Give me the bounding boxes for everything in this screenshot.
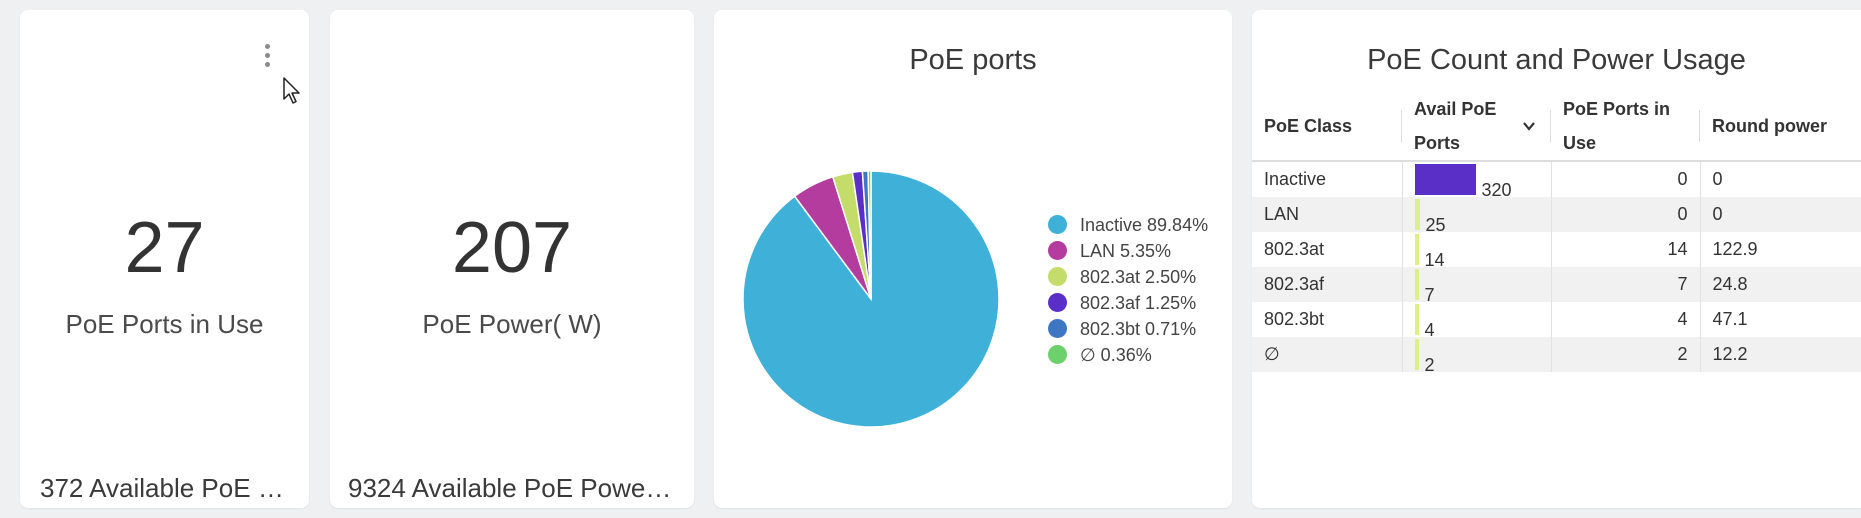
legend-label: 802.3af 1.25%: [1080, 293, 1197, 313]
cell-poe-class: Inactive: [1252, 161, 1403, 197]
legend-swatch: [1048, 215, 1067, 234]
kpi-value: 207: [451, 208, 573, 288]
data-bar: [1414, 269, 1419, 300]
legend-item[interactable]: LAN 5.35%: [1048, 238, 1230, 264]
table-row[interactable]: 802.3af 7 7 24.8: [1252, 267, 1861, 305]
legend-item[interactable]: 802.3bt 0.71%: [1048, 316, 1230, 342]
card-title: PoE ports: [909, 44, 1037, 76]
chevron-down-icon[interactable]: [1521, 118, 1537, 134]
cell-avail-ports: 14: [1402, 232, 1552, 270]
column-header-ports-in-use[interactable]: PoE Ports in Use: [1551, 92, 1700, 162]
cell-round-power: 0: [1700, 197, 1861, 232]
table-row[interactable]: ∅ 2 2 12.2: [1252, 337, 1861, 375]
data-bar: [1414, 234, 1419, 265]
kpi-footer: 9324 Available PoE Power (W): [348, 473, 674, 503]
data-bar: [1414, 339, 1419, 370]
cell-ports-in-use: 2: [1551, 337, 1701, 372]
mouse-cursor-icon: [283, 77, 300, 104]
kpi-label: PoE Power( W): [422, 309, 602, 339]
bar-value: 2: [1424, 355, 1435, 375]
cell-round-power: 12.2: [1700, 337, 1861, 372]
data-bar: [1414, 304, 1419, 335]
more-options-icon[interactable]: [255, 32, 279, 72]
cell-avail-ports: 2: [1402, 337, 1552, 375]
column-header-poe-class[interactable]: PoE Class: [1252, 92, 1402, 162]
table-row[interactable]: Inactive 320 0 0: [1252, 161, 1861, 200]
data-bar: [1414, 164, 1476, 195]
cell-avail-ports: 25: [1402, 197, 1552, 235]
cell-poe-class: 802.3af: [1252, 267, 1403, 302]
legend-label: 802.3bt 0.71%: [1080, 319, 1197, 339]
column-header-avail-ports[interactable]: Avail PoE Ports: [1402, 92, 1551, 162]
pie-slice-empty[interactable]: [867, 170, 872, 300]
kpi-card-power: 207 PoE Power( W) 9324 Available PoE Pow…: [330, 10, 694, 508]
kpi-value: 27: [124, 208, 205, 288]
cell-round-power: 0: [1712, 169, 1723, 189]
table-row[interactable]: LAN 25 0 0: [1252, 197, 1861, 235]
table-row[interactable]: 802.3at 14 14 122.9: [1252, 232, 1861, 270]
bar-value: 4: [1424, 320, 1435, 340]
bar-value: 14: [1424, 250, 1445, 270]
cell-ports-in-use: 0: [1551, 197, 1701, 232]
data-bar: [1414, 199, 1420, 230]
cell-ports-in-use: 14: [1551, 232, 1701, 267]
table-row[interactable]: 802.3bt 4 4 47.1: [1252, 302, 1861, 340]
cell-avail-ports: 4: [1402, 302, 1552, 340]
kpi-label: PoE Ports in Use: [65, 309, 264, 339]
poe-count-table: PoE Class Avail PoE Ports PoE Ports in U…: [1252, 92, 1861, 375]
bar-value: 7: [1424, 285, 1435, 305]
legend-label: 802.3at 2.50%: [1080, 267, 1197, 287]
legend-swatch: [1048, 345, 1067, 364]
cell-avail-ports: 7: [1402, 267, 1552, 305]
legend-label: Inactive 89.84%: [1080, 215, 1209, 235]
cell-poe-class: 802.3bt: [1252, 302, 1403, 337]
legend-item[interactable]: Inactive 89.84%: [1048, 212, 1230, 238]
pie-legend: Inactive 89.84% LAN 5.35% 802.3at 2.50% 802…: [1048, 212, 1230, 368]
cell-ports-in-use: 7: [1551, 267, 1701, 302]
poe-count-table-card: PoE Count and Power Usage PoE Class Avai…: [1252, 10, 1861, 508]
kpi-footer: 372 Available PoE Ports: [40, 473, 289, 503]
bar-value: 25: [1425, 215, 1446, 235]
column-header-round-power[interactable]: Round power: [1700, 92, 1861, 162]
cell-poe-class: ∅: [1252, 337, 1403, 372]
cell-poe-class: 802.3at: [1252, 232, 1403, 267]
column-header-label: Avail PoE Ports: [1414, 99, 1497, 153]
legend-swatch: [1048, 267, 1067, 286]
legend-swatch: [1048, 241, 1067, 260]
cell-round-power: 122.9: [1712, 239, 1758, 259]
legend-swatch: [1048, 293, 1067, 312]
cell-round-power: 47.1: [1712, 309, 1748, 329]
cell-ports-in-use: 0: [1551, 161, 1701, 197]
poe-ports-pie-card: PoE ports Inactive 89.84% LAN 5.35% 802.3a…: [714, 10, 1232, 508]
bar-value: 320: [1481, 180, 1512, 200]
cell-poe-class: LAN: [1252, 197, 1403, 232]
legend-item[interactable]: 802.3af 1.25%: [1048, 290, 1230, 316]
kpi-card-ports: 27 PoE Ports in Use 372 Available PoE Po…: [20, 10, 309, 508]
legend-swatch: [1048, 319, 1067, 338]
cell-ports-in-use: 4: [1551, 302, 1701, 337]
legend-item[interactable]: ∅ 0.36%: [1048, 342, 1230, 368]
legend-label: LAN 5.35%: [1080, 241, 1172, 261]
cell-round-power: 24.8: [1700, 267, 1861, 302]
legend-label: ∅ 0.36%: [1080, 345, 1152, 365]
card-title: PoE Count and Power Usage: [1367, 44, 1746, 76]
legend-item[interactable]: 802.3at 2.50%: [1048, 264, 1230, 290]
pie-chart: [742, 170, 1000, 428]
cell-avail-ports: 320: [1402, 161, 1552, 200]
